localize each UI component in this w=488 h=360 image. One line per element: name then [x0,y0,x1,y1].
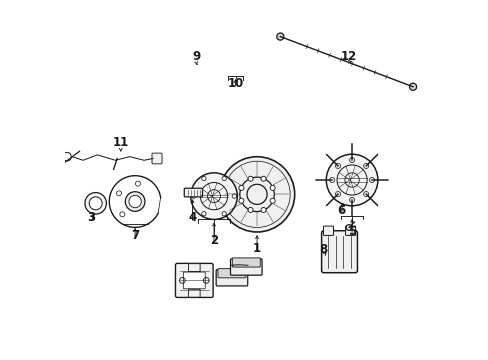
Circle shape [85,193,106,214]
FancyBboxPatch shape [321,231,357,273]
Text: 8: 8 [319,243,327,256]
Text: 6: 6 [337,204,345,217]
Text: 3: 3 [87,211,95,224]
Circle shape [325,154,377,206]
Circle shape [408,83,416,90]
Circle shape [261,207,265,212]
Text: 1: 1 [252,242,261,255]
FancyBboxPatch shape [216,270,247,286]
Text: 12: 12 [340,50,356,63]
Circle shape [190,173,237,220]
Circle shape [239,198,244,203]
Circle shape [247,176,253,181]
Circle shape [89,197,102,210]
Circle shape [247,207,253,212]
Text: 2: 2 [209,234,218,247]
Text: 7: 7 [131,229,139,242]
Text: 4: 4 [188,211,196,224]
FancyBboxPatch shape [188,264,200,271]
FancyBboxPatch shape [184,188,202,197]
FancyBboxPatch shape [183,272,205,289]
Circle shape [125,192,144,211]
FancyBboxPatch shape [323,226,333,235]
Circle shape [239,185,244,190]
FancyBboxPatch shape [345,226,355,235]
FancyBboxPatch shape [218,269,245,278]
FancyBboxPatch shape [152,153,162,164]
FancyBboxPatch shape [175,264,213,297]
Circle shape [276,33,284,40]
Circle shape [269,198,275,203]
Circle shape [261,176,265,181]
FancyBboxPatch shape [232,258,260,267]
Circle shape [346,225,351,230]
FancyBboxPatch shape [188,289,200,297]
Text: 11: 11 [112,136,129,149]
Circle shape [129,195,141,208]
Text: 9: 9 [192,50,200,63]
Circle shape [269,185,275,190]
Circle shape [219,157,294,232]
Text: 5: 5 [347,225,355,238]
Text: 10: 10 [227,77,243,90]
FancyBboxPatch shape [230,259,262,275]
